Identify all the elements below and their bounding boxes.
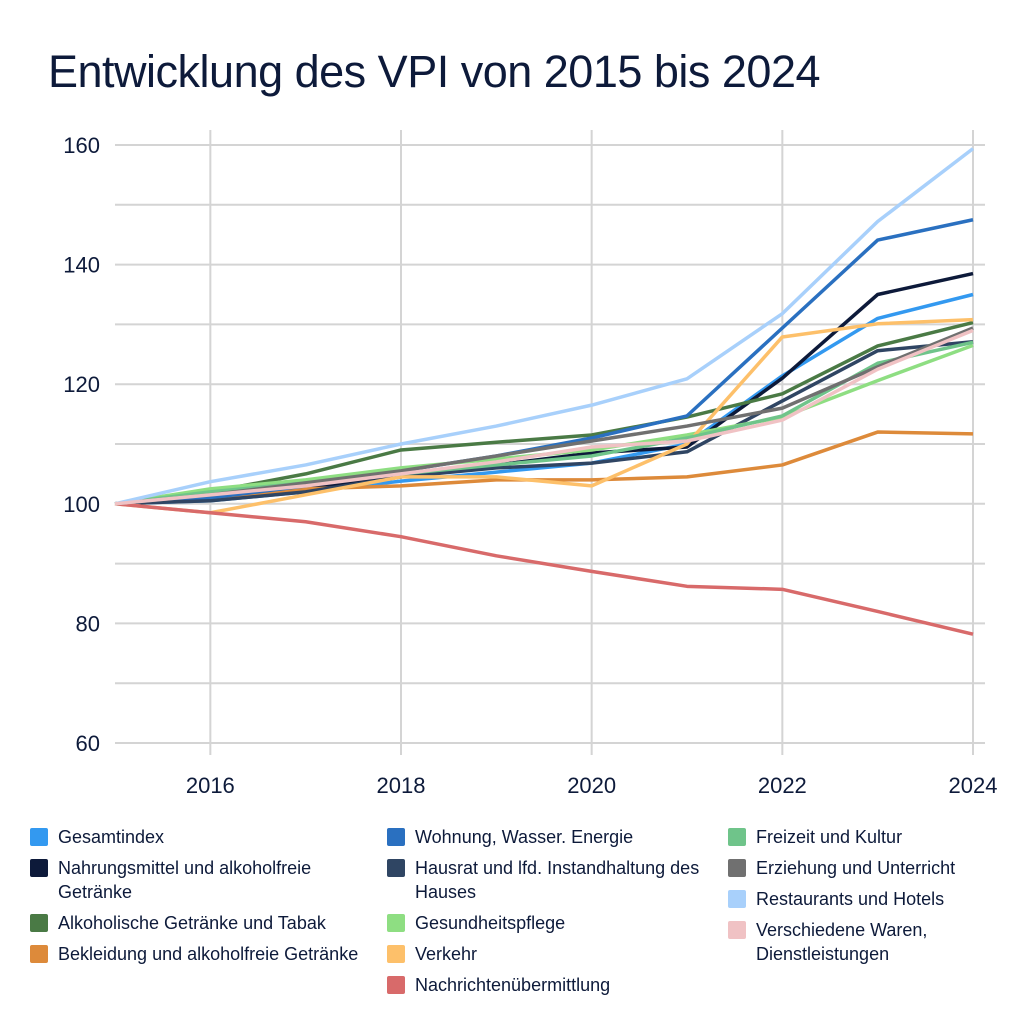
- y-tick-label: 60: [76, 731, 100, 756]
- y-tick-label: 80: [76, 611, 100, 636]
- legend-item: Alkoholische Getränke und Tabak: [30, 911, 370, 935]
- legend-swatch: [30, 859, 48, 877]
- x-tick-label: 2016: [186, 773, 235, 798]
- legend-label: Nachrichtenübermittlung: [415, 975, 611, 995]
- legend-item: Verschiedene Waren, Dienstleistungen: [728, 918, 1018, 966]
- legend-label: Alkoholische Getränke und Tabak: [58, 913, 326, 933]
- y-tick-label: 120: [63, 372, 100, 397]
- series-line-12: [114, 147, 975, 506]
- y-tick-label: 100: [63, 492, 100, 517]
- legend-label: Freizeit und Kultur: [756, 827, 903, 847]
- legend-label: Restaurants und Hotels: [756, 889, 945, 909]
- legend-item: Freizeit und Kultur: [728, 825, 1018, 849]
- legend-swatch: [30, 945, 48, 963]
- legend-item: Restaurants und Hotels: [728, 887, 1018, 911]
- series-line-6: [114, 339, 974, 506]
- legend-swatch: [30, 914, 48, 932]
- legend-swatch: [728, 828, 746, 846]
- legend-swatch: [387, 828, 405, 846]
- y-tick-label: 140: [63, 253, 100, 278]
- legend-swatch: [30, 828, 48, 846]
- legend-label: Hausrat und lfd. Instandhaltung des Haus…: [415, 858, 700, 902]
- legend-swatch: [387, 914, 405, 932]
- line-chart: 2016 2018 2020 2022 2024 60 80 100 120 140 160: [63, 130, 998, 798]
- legend-label: Verschiedene Waren, Dienstleistungen: [756, 920, 928, 964]
- x-tick-label: 2018: [377, 773, 426, 798]
- legend-label: Wohnung, Wasser. Energie: [415, 827, 634, 847]
- legend-item: Gesamtindex: [30, 825, 370, 849]
- chart-title: Entwicklung des VPI von 2015 bis 2024: [48, 46, 821, 97]
- legend-item: Gesundheitspflege: [387, 911, 727, 935]
- y-tick-label: 160: [63, 133, 100, 158]
- legend-label: Erziehung und Unterricht: [756, 858, 956, 878]
- legend-label: Gesamtindex: [58, 827, 165, 847]
- legend-label: Gesundheitspflege: [415, 913, 566, 933]
- x-tick-label: 2022: [758, 773, 807, 798]
- legend-item: Nachrichtenübermittlung: [387, 973, 727, 997]
- series-line-8: [114, 317, 974, 515]
- legend-swatch: [387, 976, 405, 994]
- legend-swatch: [728, 859, 746, 877]
- legend-item: Bekleidung und alkoholfreie Getränke: [30, 942, 370, 966]
- x-tick-label: 2020: [567, 773, 616, 798]
- legend-item: Nahrungsmittel und alkoholfreie Getränke: [30, 856, 370, 904]
- legend-label: Verkehr: [415, 944, 478, 964]
- legend-swatch: [728, 890, 746, 908]
- legend-label: Bekleidung und alkoholfreie Getränke: [58, 944, 359, 964]
- legend-item: Hausrat und lfd. Instandhaltung des Haus…: [387, 856, 727, 904]
- legend-item: Verkehr: [387, 942, 727, 966]
- legend-swatch: [387, 945, 405, 963]
- legend-swatch: [387, 859, 405, 877]
- legend-item: Wohnung, Wasser. Energie: [387, 825, 727, 849]
- legend-swatch: [728, 921, 746, 939]
- series-line-13: [114, 328, 974, 506]
- legend-item: Erziehung und Unterricht: [728, 856, 1018, 880]
- legend-label: Nahrungsmittel und alkoholfreie Getränke: [58, 858, 312, 902]
- x-tick-label: 2024: [949, 773, 998, 798]
- series-line-9: [114, 502, 974, 636]
